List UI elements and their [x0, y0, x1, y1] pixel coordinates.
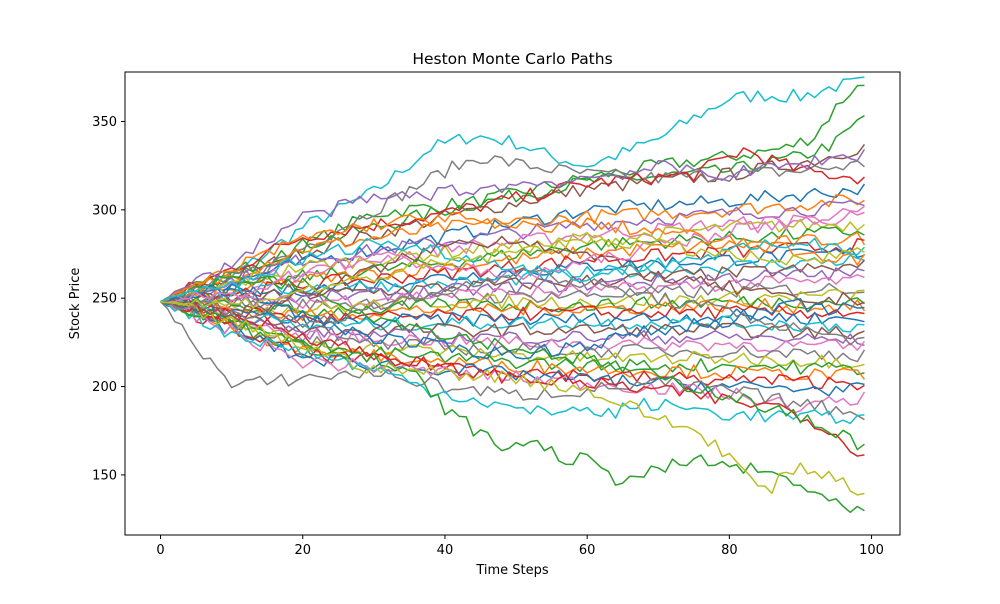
x-tick-label: 40 — [437, 543, 454, 558]
series-path-35 — [160, 300, 866, 414]
y-tick-label: 350 — [92, 115, 117, 130]
y-axis: 150 200 250 300 350 — [92, 115, 125, 483]
series-layer — [160, 76, 866, 514]
series-path-5 — [160, 147, 865, 303]
series-path-8 — [160, 200, 865, 303]
series-path-49 — [160, 231, 865, 309]
series-path-15 — [160, 254, 865, 305]
series-path-17 — [160, 267, 865, 308]
x-tick-label: 60 — [579, 543, 596, 558]
series-path-26 — [160, 300, 865, 340]
series-path-45 — [160, 283, 865, 360]
x-tick-label: 80 — [721, 543, 738, 558]
x-axis: 0 20 40 60 80 100 — [156, 535, 884, 558]
x-tick-label: 20 — [294, 543, 311, 558]
x-axis-label: Time Steps — [475, 563, 549, 578]
x-tick-label: 0 — [156, 543, 164, 558]
series-path-40 — [160, 301, 865, 496]
series-path-37 — [160, 301, 865, 425]
series-path-25 — [160, 300, 865, 333]
series-path-14 — [160, 247, 865, 303]
series-path-39 — [160, 301, 865, 514]
y-tick-label: 250 — [92, 292, 117, 307]
series-path-47 — [160, 268, 865, 346]
series-path-1 — [160, 84, 865, 303]
series-path-13 — [160, 238, 865, 306]
series-path-34 — [160, 301, 865, 397]
series-path-42 — [160, 211, 866, 303]
series-path-16 — [160, 259, 865, 306]
series-path-38 — [160, 301, 865, 457]
series-path-46 — [160, 205, 865, 303]
series-path-22 — [160, 297, 866, 322]
series-path-28 — [160, 300, 866, 353]
series-path-44 — [160, 235, 865, 322]
y-axis-label: Stock Price — [68, 268, 83, 340]
plot-frame — [124, 71, 901, 536]
series-path-36 — [160, 301, 865, 421]
y-tick-label: 150 — [92, 468, 117, 483]
series-path-7 — [160, 194, 865, 303]
series-path-23 — [160, 298, 865, 325]
series-path-43 — [160, 149, 866, 303]
series-path-10 — [160, 218, 865, 303]
series-path-31 — [160, 301, 865, 376]
y-tick-label: 200 — [92, 380, 117, 395]
chart-title: Heston Monte Carlo Paths — [412, 50, 612, 68]
x-tick-label: 100 — [859, 543, 884, 558]
series-path-41 — [160, 274, 865, 451]
series-path-48 — [160, 237, 865, 303]
series-path-6 — [160, 183, 866, 303]
y-tick-label: 300 — [92, 203, 117, 218]
series-path-0 — [160, 76, 865, 303]
series-path-3 — [160, 143, 866, 303]
